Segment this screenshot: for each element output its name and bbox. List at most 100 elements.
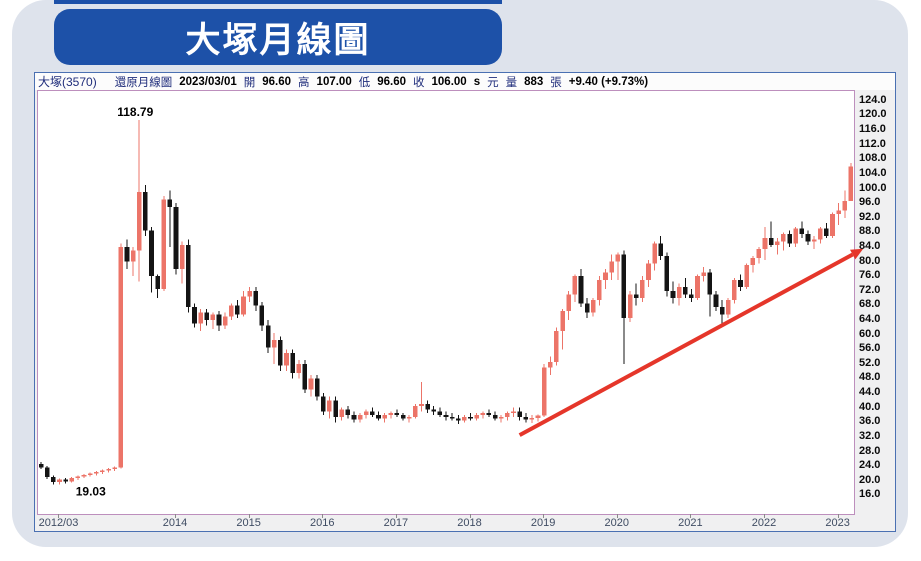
candle-body — [388, 413, 394, 416]
candle-body — [529, 417, 535, 420]
y-axis-label: 20.0 — [859, 473, 881, 486]
candle-body — [437, 411, 443, 416]
candle-body — [535, 415, 541, 418]
candle-body — [93, 471, 99, 474]
chart-type-label: 還原月線圖 — [114, 76, 173, 89]
candle-body — [676, 287, 682, 299]
y-axis-label: 48.0 — [859, 371, 881, 384]
quote-date: 2023/03/01 — [179, 75, 237, 88]
x-axis-label: 2017 — [383, 517, 409, 529]
open-label: 開 — [243, 76, 256, 89]
low-label: 低 — [358, 76, 371, 89]
y-axis-label: 84.0 — [859, 239, 881, 252]
candle-body — [314, 378, 320, 397]
candle-body — [646, 263, 651, 280]
y-axis-label: 40.0 — [859, 400, 881, 413]
candlestick-chart: 118.79 19.03 — [38, 105, 864, 498]
candle-body — [449, 416, 455, 419]
candle-body — [419, 404, 424, 406]
page-title: 大塚月線圖 — [185, 20, 371, 60]
trend-arrow-icon — [850, 248, 864, 260]
y-axis-label: 88.0 — [859, 225, 881, 238]
candle-body — [130, 250, 136, 262]
candle-body — [376, 415, 381, 419]
candle-body — [167, 199, 173, 207]
y-axis-label: 76.0 — [859, 269, 881, 282]
y-axis-label: 124.0 — [859, 93, 887, 106]
title-banner: 大塚月線圖 — [54, 9, 502, 65]
x-axis-label: 2023 — [825, 517, 850, 529]
candle-body — [701, 272, 706, 277]
candle-body — [259, 305, 265, 326]
y-axis-label: 80.0 — [859, 254, 881, 267]
x-axis-tick — [543, 514, 545, 518]
candle-body — [744, 265, 749, 288]
candle-body — [44, 467, 50, 478]
candle-body — [455, 418, 461, 421]
candle-body — [756, 248, 762, 258]
candle-body — [425, 404, 430, 410]
trend-line — [518, 252, 854, 437]
candle-body — [750, 257, 756, 266]
candle-body — [155, 276, 160, 289]
candle-body — [842, 200, 848, 211]
candle-body — [265, 325, 271, 348]
candle-body — [603, 272, 608, 280]
candle-body — [253, 290, 259, 306]
close-label: 收 — [413, 76, 425, 89]
candle-body — [640, 279, 645, 299]
candle-body — [560, 310, 565, 331]
y-axis-label: 100.0 — [859, 181, 887, 194]
candle-body — [87, 473, 93, 475]
candle-body — [308, 378, 314, 390]
candle-body — [511, 411, 516, 414]
candle-body — [830, 214, 835, 237]
candle-body — [136, 192, 142, 251]
candle-body — [235, 305, 240, 315]
candle-body — [339, 409, 344, 417]
candle-body — [462, 416, 467, 421]
candle-body — [247, 290, 252, 297]
y-axis-label: 16.0 — [859, 488, 881, 501]
x-axis-label: 2022 — [751, 517, 777, 529]
candle-body — [670, 290, 676, 299]
candle-body — [394, 413, 400, 416]
y-axis-label: 44.0 — [859, 386, 881, 399]
candle-body — [664, 256, 670, 291]
x-axis-tick — [469, 514, 471, 518]
x-axis-tick — [395, 514, 397, 518]
y-axis-label: 96.0 — [859, 196, 881, 209]
x-axis-tick — [837, 514, 839, 518]
stock-name: 大塚(3570) — [38, 75, 97, 89]
candle-body — [302, 363, 308, 390]
y-axis-label: 72.0 — [859, 283, 881, 296]
candle-body — [768, 237, 774, 246]
candle-body — [327, 400, 332, 412]
x-axis-label: 2021 — [678, 517, 703, 529]
candle-body — [106, 469, 111, 471]
candle-body — [198, 312, 203, 324]
candle-body — [271, 340, 277, 348]
y-axis-label: 32.0 — [859, 429, 881, 442]
candle-body — [173, 206, 179, 269]
candle-body — [38, 463, 44, 468]
candle-body — [443, 415, 449, 417]
candle-body — [149, 230, 154, 277]
chart-panel: 大塚月線圖 大塚(3570) 還原月線圖 2023/03/01 開 96.60 … — [12, 0, 908, 547]
candle-body — [320, 396, 326, 412]
candle-body — [517, 411, 522, 417]
candle-body — [63, 479, 68, 482]
candle-body — [824, 228, 829, 237]
candle-body — [658, 243, 664, 257]
x-axis-tick — [322, 514, 324, 518]
price-annotation: 19.03 — [76, 484, 106, 498]
change-value: +9.40 (+9.73%) — [568, 75, 649, 88]
x-axis-tick — [175, 514, 177, 518]
candle-body — [713, 294, 719, 308]
y-axis-label: 24.0 — [859, 459, 881, 472]
candle-body — [597, 279, 602, 300]
volume-value: 883 — [524, 75, 544, 88]
candle-body — [357, 415, 363, 420]
x-axis-label: 2016 — [310, 517, 335, 529]
candle-body — [210, 314, 216, 321]
